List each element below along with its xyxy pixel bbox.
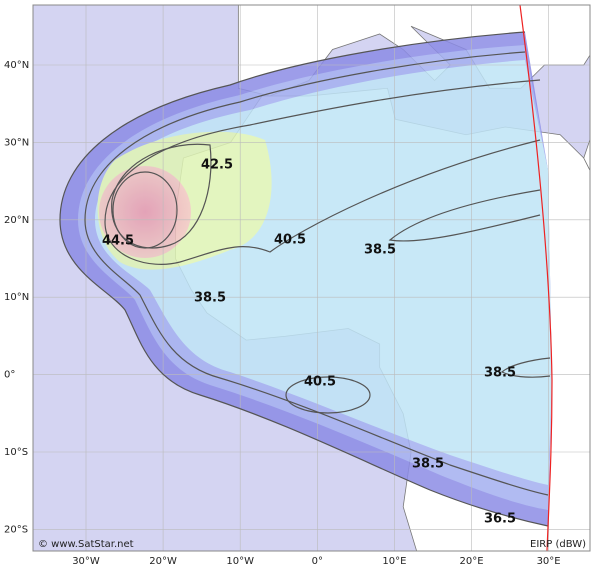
contour-label: 40.5 — [304, 375, 336, 390]
contour-line — [388, 189, 541, 242]
contour-line — [285, 376, 371, 414]
contour-label: 42.5 — [201, 158, 233, 173]
longitude-label: 0° — [312, 556, 323, 567]
contour-label: 38.5 — [412, 457, 444, 472]
contours — [59, 31, 551, 527]
credit: © www.SatStar.net — [38, 539, 134, 550]
map-frame — [32, 4, 591, 552]
latitude-label: 20°S — [4, 524, 28, 535]
latitude-label: 0° — [4, 370, 15, 381]
horizon-line — [519, 4, 553, 552]
latitude-label: 30°N — [4, 137, 29, 148]
longitude-label: 10°W — [226, 556, 254, 567]
contour-label: 38.5 — [484, 366, 516, 381]
footprint — [60, 32, 552, 526]
contour-label: 44.5 — [102, 234, 134, 249]
longitude-label: 30°E — [537, 556, 561, 567]
unit-label: EIRP (dBW) — [530, 539, 586, 550]
contour-label: 40.5 — [274, 233, 306, 248]
latitude-label: 10°N — [4, 292, 29, 303]
contour-label: 38.5 — [194, 291, 226, 306]
contour-line — [104, 79, 541, 265]
longitude-label: 20°W — [149, 556, 177, 567]
contour-line — [59, 31, 549, 527]
longitude-label: 30°W — [72, 556, 100, 567]
longitude-label: 20°E — [459, 556, 483, 567]
latitude-label: 20°N — [4, 215, 29, 226]
contour-label: 38.5 — [364, 243, 396, 258]
latitude-label: 40°N — [4, 60, 29, 71]
contour-label: 36.5 — [484, 512, 516, 527]
longitude-label: 10°E — [382, 556, 406, 567]
footprint-center — [99, 166, 191, 258]
contour-line — [111, 143, 212, 249]
contour-line — [84, 51, 549, 496]
landmass — [583, 138, 590, 172]
graticule — [33, 5, 590, 551]
contour-line — [112, 171, 178, 249]
latitude-label: 10°S — [4, 447, 28, 458]
contour-line — [500, 357, 551, 378]
